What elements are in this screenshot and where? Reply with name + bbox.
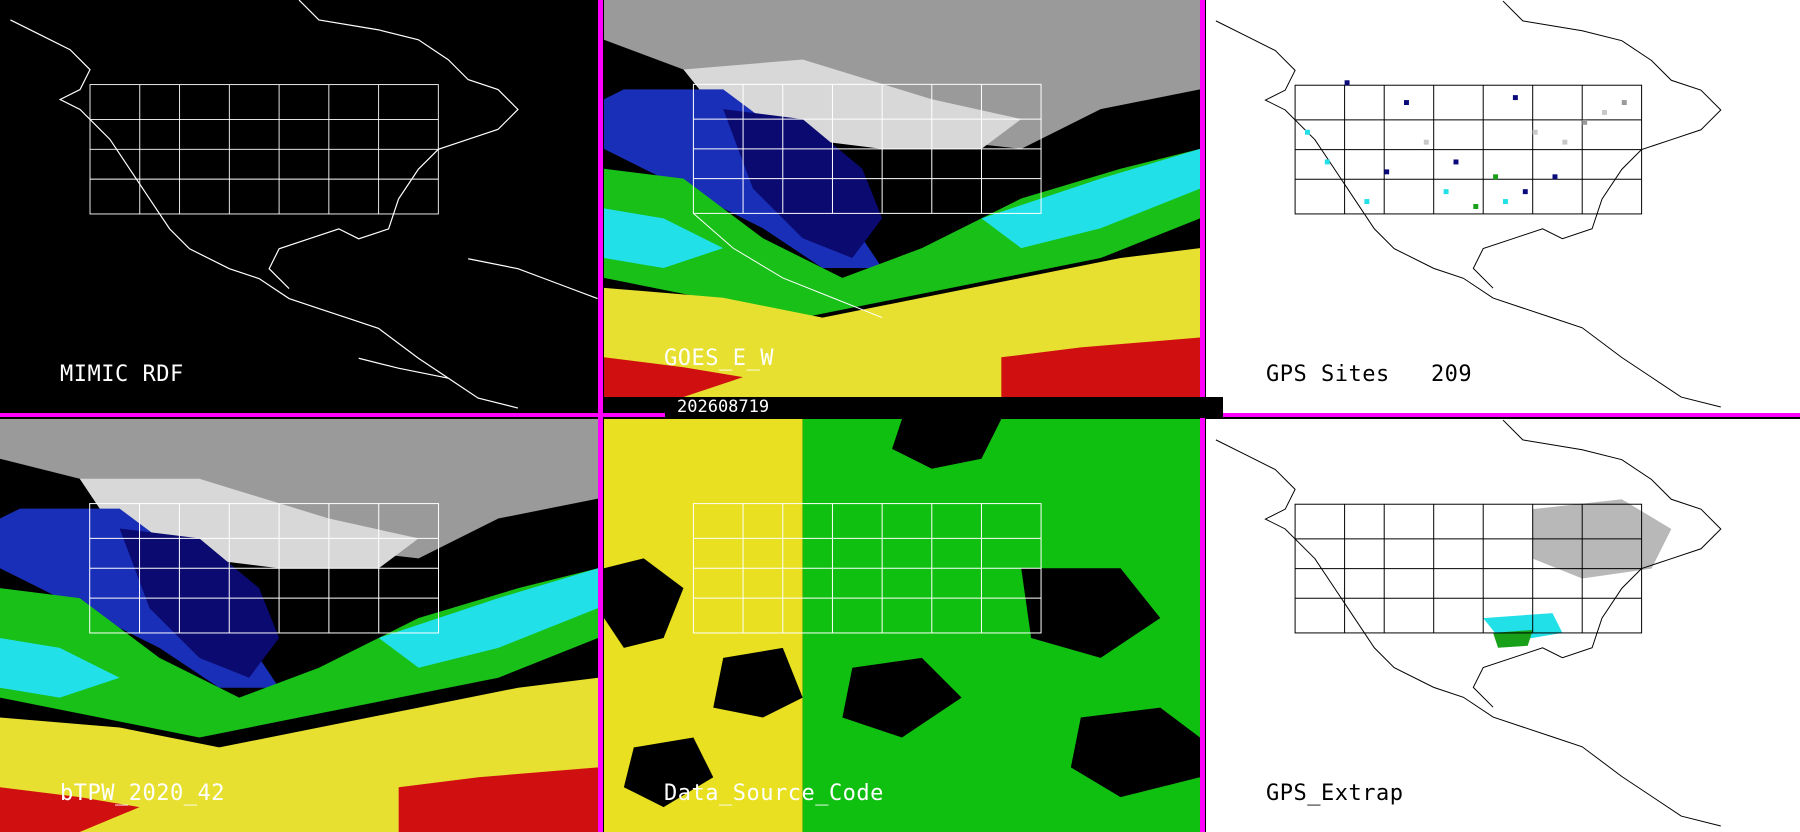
map-mimic-rdf	[10, 0, 598, 409]
panel-label: GOES_E_W	[664, 346, 774, 371]
state-grid	[1215, 419, 1722, 827]
panel-label: MIMIC RDF	[60, 362, 184, 387]
map-btpw	[0, 419, 598, 832]
panel-label: GPS Sites 209	[1266, 362, 1473, 387]
panel-data-source-code: Data_Source_Code	[604, 419, 1200, 832]
panel-btpw: bTPW_2020_42	[0, 419, 598, 832]
panel-label: Data_Source_Code	[664, 781, 884, 806]
state-grid	[692, 503, 1042, 634]
map-data-source-code	[604, 419, 1200, 832]
state-grid	[692, 83, 1042, 319]
panel-mimic-rdf: MIMIC RDF	[0, 0, 598, 413]
panel-label: bTPW_2020_42	[60, 781, 225, 806]
map-gps-extrap	[1215, 419, 1722, 827]
state-grid	[89, 503, 440, 634]
panel-gps-sites: GPS Sites 209	[1206, 0, 1800, 413]
map-goes-e-w	[604, 0, 1200, 397]
divider-vertical-left	[598, 0, 603, 832]
panel-goes-e-w: GOES_E_W	[604, 0, 1200, 397]
map-gps-sites	[1215, 0, 1722, 408]
state-grid	[89, 84, 439, 215]
gps-station-markers	[1305, 80, 1627, 209]
panel-label: GPS_Extrap	[1266, 781, 1404, 806]
panel-gps-extrap: GPS_Extrap	[1206, 419, 1800, 832]
coastline-outline	[10, 0, 598, 409]
timestamp-label: 202608719	[665, 397, 1223, 418]
state-grid	[1215, 0, 1722, 408]
